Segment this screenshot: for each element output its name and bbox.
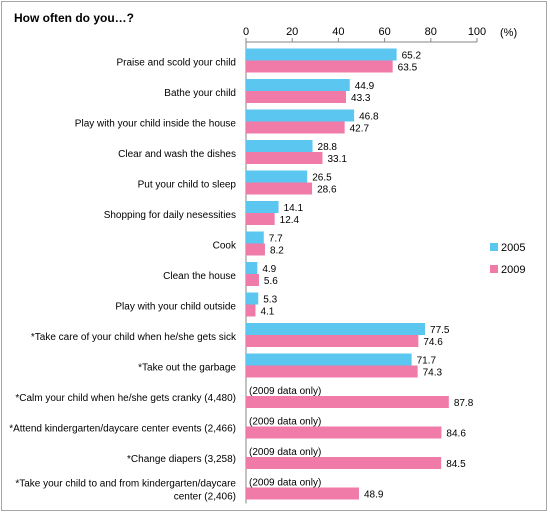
data-label-2009: 48.9 <box>364 490 384 501</box>
bar-2009 <box>246 426 442 439</box>
bar-2005 <box>246 79 350 91</box>
x-axis: 0 20 40 60 80 100 <box>243 26 486 43</box>
category-label: *Calm your child when he/she gets cranky… <box>15 393 236 404</box>
data-label-2005: 5.3 <box>263 295 277 306</box>
data-label-2009: 63.5 <box>398 63 418 74</box>
data-label-2009: 5.6 <box>264 276 278 287</box>
x-tick-label: 60 <box>378 26 390 38</box>
x-tick-label: 0 <box>243 26 249 38</box>
category-label: Clean the house <box>163 271 236 282</box>
legend-swatch-2009 <box>490 265 498 273</box>
bar-2009 <box>246 365 418 378</box>
category-label: *Change diapers (3,258) <box>127 454 236 465</box>
data-label-2009: 74.6 <box>423 337 443 348</box>
bar-2005 <box>246 140 313 152</box>
annotation: (2009 data only) <box>249 478 321 489</box>
legend-label-2005: 2005 <box>501 242 525 254</box>
category-label: Cook <box>213 240 237 251</box>
bar-2005 <box>246 292 259 305</box>
annotation: (2009 data only) <box>249 386 321 397</box>
data-label-2005: 65.2 <box>402 51 422 62</box>
annotation: (2009 data only) <box>249 417 321 428</box>
data-label-2005: 44.9 <box>355 81 375 92</box>
category-label: *Take out the garbage <box>138 362 236 373</box>
data-label-2005: 46.8 <box>359 112 379 123</box>
category-label: Clear and wash the dishes <box>118 149 236 160</box>
data-label-2005: 28.8 <box>318 142 338 153</box>
data-label-2009: 87.8 <box>454 398 474 409</box>
bar-2009 <box>246 152 323 164</box>
bar-2009 <box>246 243 265 256</box>
category-label: Shopping for daily nesessities <box>104 210 236 221</box>
data-label-2009: 8.2 <box>270 246 284 257</box>
bar-2005 <box>246 231 264 244</box>
data-label-2009: 84.6 <box>446 429 466 440</box>
category-label: Play with your child inside the house <box>75 118 237 129</box>
category-label: Bathe your child <box>164 88 236 99</box>
legend-label-2009: 2009 <box>501 264 525 276</box>
bar-2009 <box>246 487 359 500</box>
bar-2005 <box>246 323 426 335</box>
category-label: *Attend kindergarten/daycare center even… <box>9 423 236 434</box>
plot-area: Praise and scold your child 65.263.5 Bathe… <box>9 42 474 504</box>
x-tick-label: 100 <box>468 26 486 38</box>
data-label-2009: 42.7 <box>350 124 370 135</box>
bar-2009 <box>246 274 259 286</box>
x-tick-label: 20 <box>286 26 298 38</box>
category-label: *Take your child to and from kindergarte… <box>15 478 236 502</box>
data-label-2005: 7.7 <box>269 234 283 245</box>
data-label-2009: 12.4 <box>280 215 300 226</box>
bar-2009 <box>246 60 393 73</box>
bar-2005 <box>246 201 279 213</box>
data-label-2009: 43.3 <box>351 93 371 104</box>
category-label: Put your child to sleep <box>138 179 237 190</box>
bar-2005 <box>246 262 258 274</box>
data-label-2005: 71.7 <box>417 356 437 367</box>
data-label-2005: 26.5 <box>312 173 332 184</box>
x-tick-label: 40 <box>332 26 344 38</box>
annotation: (2009 data only) <box>249 447 321 458</box>
bar-2009 <box>246 335 419 347</box>
bar-2005 <box>246 353 412 366</box>
data-label-2009: 4.1 <box>260 307 274 318</box>
bar-2005 <box>246 48 397 61</box>
data-label-2005: 14.1 <box>284 203 304 214</box>
legend: 2005 2009 <box>490 242 525 276</box>
bar-2009 <box>246 121 345 134</box>
bar-2009 <box>246 91 347 103</box>
data-label-2005: 4.9 <box>262 264 276 275</box>
bar-2005 <box>246 109 355 122</box>
data-label-2009: 74.3 <box>423 368 443 379</box>
category-label: Praise and scold your child <box>116 57 236 68</box>
data-label-2009: 33.1 <box>327 154 347 165</box>
data-label-2009: 28.6 <box>317 185 337 196</box>
bar-2009 <box>246 396 449 408</box>
bar-2009 <box>246 304 256 317</box>
bar-2009 <box>246 182 313 195</box>
bar-2009 <box>246 457 442 469</box>
bar-2009 <box>246 213 275 225</box>
legend-swatch-2005 <box>490 243 498 251</box>
x-axis-unit: (%) <box>500 27 517 39</box>
data-label-2009: 84.5 <box>446 459 466 470</box>
category-label: Play with your child outside <box>115 301 236 312</box>
chart-title: How often do you…? <box>14 11 134 25</box>
category-label: *Take care of your child when he/she get… <box>31 332 237 343</box>
x-tick-label: 80 <box>425 26 437 38</box>
bar-2005 <box>246 170 308 183</box>
data-label-2005: 77.5 <box>430 325 450 336</box>
